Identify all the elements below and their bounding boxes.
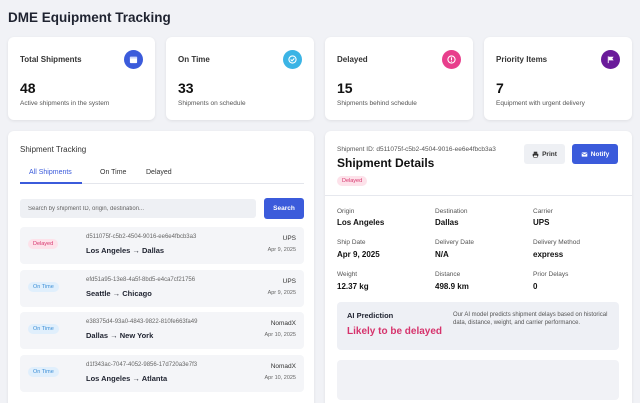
notify-button[interactable]: Notify xyxy=(572,144,618,164)
field-value-prior-delays: 0 xyxy=(533,282,538,291)
search-input[interactable] xyxy=(20,199,256,218)
field-value-ship-date: Apr 9, 2025 xyxy=(337,250,380,259)
stat-value: 15 xyxy=(337,80,353,96)
shipment-details-panel: Shipment ID: d511075f-c5b2-4504-9016-ee6… xyxy=(325,131,632,403)
prediction-value: Likely to be delayed xyxy=(347,326,443,337)
envelope-icon xyxy=(581,151,588,157)
shipment-date: Apr 10, 2025 xyxy=(264,375,297,381)
status-badge: On Time xyxy=(28,324,59,334)
status-badge: Delayed xyxy=(337,176,368,186)
field-label-origin: Origin xyxy=(337,208,355,215)
field-value-weight: 12.37 kg xyxy=(337,282,369,291)
notify-label: Notify xyxy=(590,150,610,158)
shipment-id: efd51a95-13e8-4a5f-8bd5-e4ca7cf21756 xyxy=(86,277,196,283)
shipment-carrier: UPS xyxy=(282,278,296,285)
stat-subtext: Shipments behind schedule xyxy=(337,100,417,107)
divider xyxy=(325,195,632,196)
field-label-distance: Distance xyxy=(435,271,461,278)
stat-card-delayed: Delayed 15 Shipments behind schedule xyxy=(325,37,473,120)
field-label-destination: Destination xyxy=(435,208,468,215)
printer-icon xyxy=(532,151,539,158)
field-value-delivery-date: N/A xyxy=(435,250,449,259)
stat-card-on-time: On Time 33 Shipments on schedule xyxy=(166,37,314,120)
stat-card-priority-items: Priority Items 7 Equipment with urgent d… xyxy=(484,37,632,120)
print-label: Print xyxy=(542,150,557,158)
prediction-label: AI Prediction xyxy=(347,311,394,320)
shipment-date: Apr 9, 2025 xyxy=(267,247,296,253)
print-button[interactable]: Print xyxy=(524,144,565,164)
check-circle-icon xyxy=(283,50,302,69)
field-label-delivery-date: Delivery Date xyxy=(435,239,475,246)
tab-all-shipments[interactable]: All Shipments xyxy=(29,169,72,176)
stat-label: Priority Items xyxy=(496,55,548,64)
status-badge: Delayed xyxy=(28,239,59,249)
field-label-weight: Weight xyxy=(337,271,358,278)
stat-value: 33 xyxy=(178,80,194,96)
stat-subtext: Active shipments in the system xyxy=(20,100,110,107)
shipment-tracking-panel: Shipment Tracking All Shipments On Time … xyxy=(8,131,314,403)
shipment-row[interactable]: Delayed d511075f-c5b2-4504-9016-ee6e4fbc… xyxy=(20,227,304,264)
shipment-route: Dallas → New York xyxy=(86,331,154,340)
status-badge: On Time xyxy=(28,367,59,377)
field-label-ship-date: Ship Date xyxy=(337,239,366,246)
shipment-id: d1f343ac-7047-4052-9856-17d720a3e7f3 xyxy=(86,362,198,368)
shipment-carrier: UPS xyxy=(282,235,296,242)
tab-delayed[interactable]: Delayed xyxy=(146,169,172,176)
flag-icon xyxy=(601,50,620,69)
shipment-id: e38375d4-93a0-4843-9822-810fe663fa49 xyxy=(86,319,198,325)
shipment-carrier: NomadX xyxy=(270,363,296,370)
box-icon xyxy=(124,50,143,69)
stat-subtext: Shipments on schedule xyxy=(178,100,246,107)
page-title: DME Equipment Tracking xyxy=(8,10,171,25)
field-value-delivery-method: express xyxy=(533,250,564,259)
alert-icon xyxy=(442,50,461,69)
ai-prediction-box: AI Prediction Likely to be delayed Our A… xyxy=(337,302,619,350)
tab-bar: All Shipments On Time Delayed xyxy=(20,164,304,184)
shipment-row[interactable]: On Time e38375d4-93a0-4843-9822-810fe663… xyxy=(20,312,304,349)
stat-value: 7 xyxy=(496,80,504,96)
prediction-description: Our AI model predicts shipment delays ba… xyxy=(453,312,608,327)
search-button[interactable]: Search xyxy=(264,198,304,219)
field-value-destination: Dallas xyxy=(435,218,459,227)
shipment-id-line: Shipment ID: d511075f-c5b2-4504-9016-ee6… xyxy=(337,146,496,153)
panel-title: Shipment Tracking xyxy=(20,145,87,154)
details-extra-section xyxy=(337,360,619,400)
field-label-prior-delays: Prior Delays xyxy=(533,271,569,278)
field-label-carrier: Carrier xyxy=(533,208,553,215)
stat-label: On Time xyxy=(178,55,210,64)
field-label-delivery-method: Delivery Method xyxy=(533,239,580,246)
field-value-carrier: UPS xyxy=(533,218,550,227)
field-value-distance: 498.9 km xyxy=(435,282,469,291)
shipment-id: d511075f-c5b2-4504-9016-ee6e4fbcb3a3 xyxy=(86,234,197,240)
shipment-row[interactable]: On Time efd51a95-13e8-4a5f-8bd5-e4ca7cf2… xyxy=(20,270,304,307)
active-tab-indicator xyxy=(20,182,82,184)
details-title: Shipment Details xyxy=(337,156,435,170)
shipment-route: Los Angeles → Dallas xyxy=(86,246,165,255)
shipment-carrier: NomadX xyxy=(270,320,296,327)
stat-label: Total Shipments xyxy=(20,55,82,64)
shipment-row[interactable]: On Time d1f343ac-7047-4052-9856-17d720a3… xyxy=(20,355,304,392)
stat-subtext: Equipment with urgent delivery xyxy=(496,100,585,107)
shipment-route: Seattle → Chicago xyxy=(86,289,152,298)
shipment-route: Los Angeles → Atlanta xyxy=(86,374,168,383)
stat-value: 48 xyxy=(20,80,36,96)
tab-on-time[interactable]: On Time xyxy=(100,169,127,176)
field-value-origin: Los Angeles xyxy=(337,218,385,227)
stat-label: Delayed xyxy=(337,55,368,64)
status-badge: On Time xyxy=(28,282,59,292)
stat-card-total-shipments: Total Shipments 48 Active shipments in t… xyxy=(8,37,155,120)
shipment-date: Apr 10, 2025 xyxy=(264,332,297,338)
shipment-date: Apr 9, 2025 xyxy=(267,290,296,296)
